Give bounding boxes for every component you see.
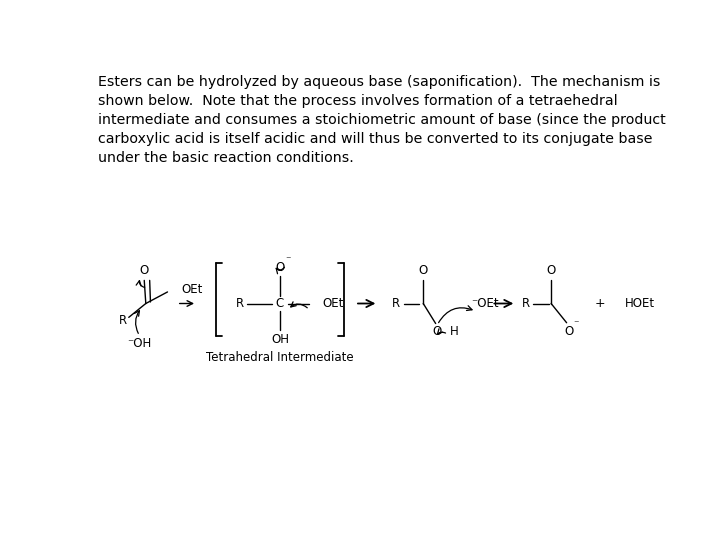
Text: R: R — [521, 297, 530, 310]
Text: OEt: OEt — [323, 297, 344, 310]
Text: R: R — [235, 297, 243, 310]
Text: O: O — [140, 264, 149, 277]
Text: O: O — [564, 326, 574, 339]
Text: O: O — [546, 264, 556, 277]
Text: ⁻: ⁻ — [285, 255, 290, 265]
Text: ⁻OEt: ⁻OEt — [472, 297, 499, 310]
Text: O: O — [418, 264, 428, 277]
Text: C: C — [276, 297, 284, 310]
Text: R: R — [392, 297, 400, 310]
Text: Tetrahedral Intermediate: Tetrahedral Intermediate — [206, 351, 354, 364]
Text: +: + — [595, 297, 606, 310]
Text: ⁻OH: ⁻OH — [127, 337, 152, 350]
Text: OEt: OEt — [181, 283, 203, 296]
Text: HOEt: HOEt — [625, 297, 655, 310]
Text: Esters can be hydrolyzed by aqueous base (saponification).  The mechanism is
sho: Esters can be hydrolyzed by aqueous base… — [99, 75, 666, 165]
Text: O: O — [433, 325, 442, 338]
Text: R: R — [119, 314, 127, 327]
Text: ⁻: ⁻ — [573, 319, 579, 329]
Text: O: O — [275, 261, 284, 274]
Text: OH: OH — [271, 333, 289, 346]
Text: H: H — [449, 325, 459, 338]
